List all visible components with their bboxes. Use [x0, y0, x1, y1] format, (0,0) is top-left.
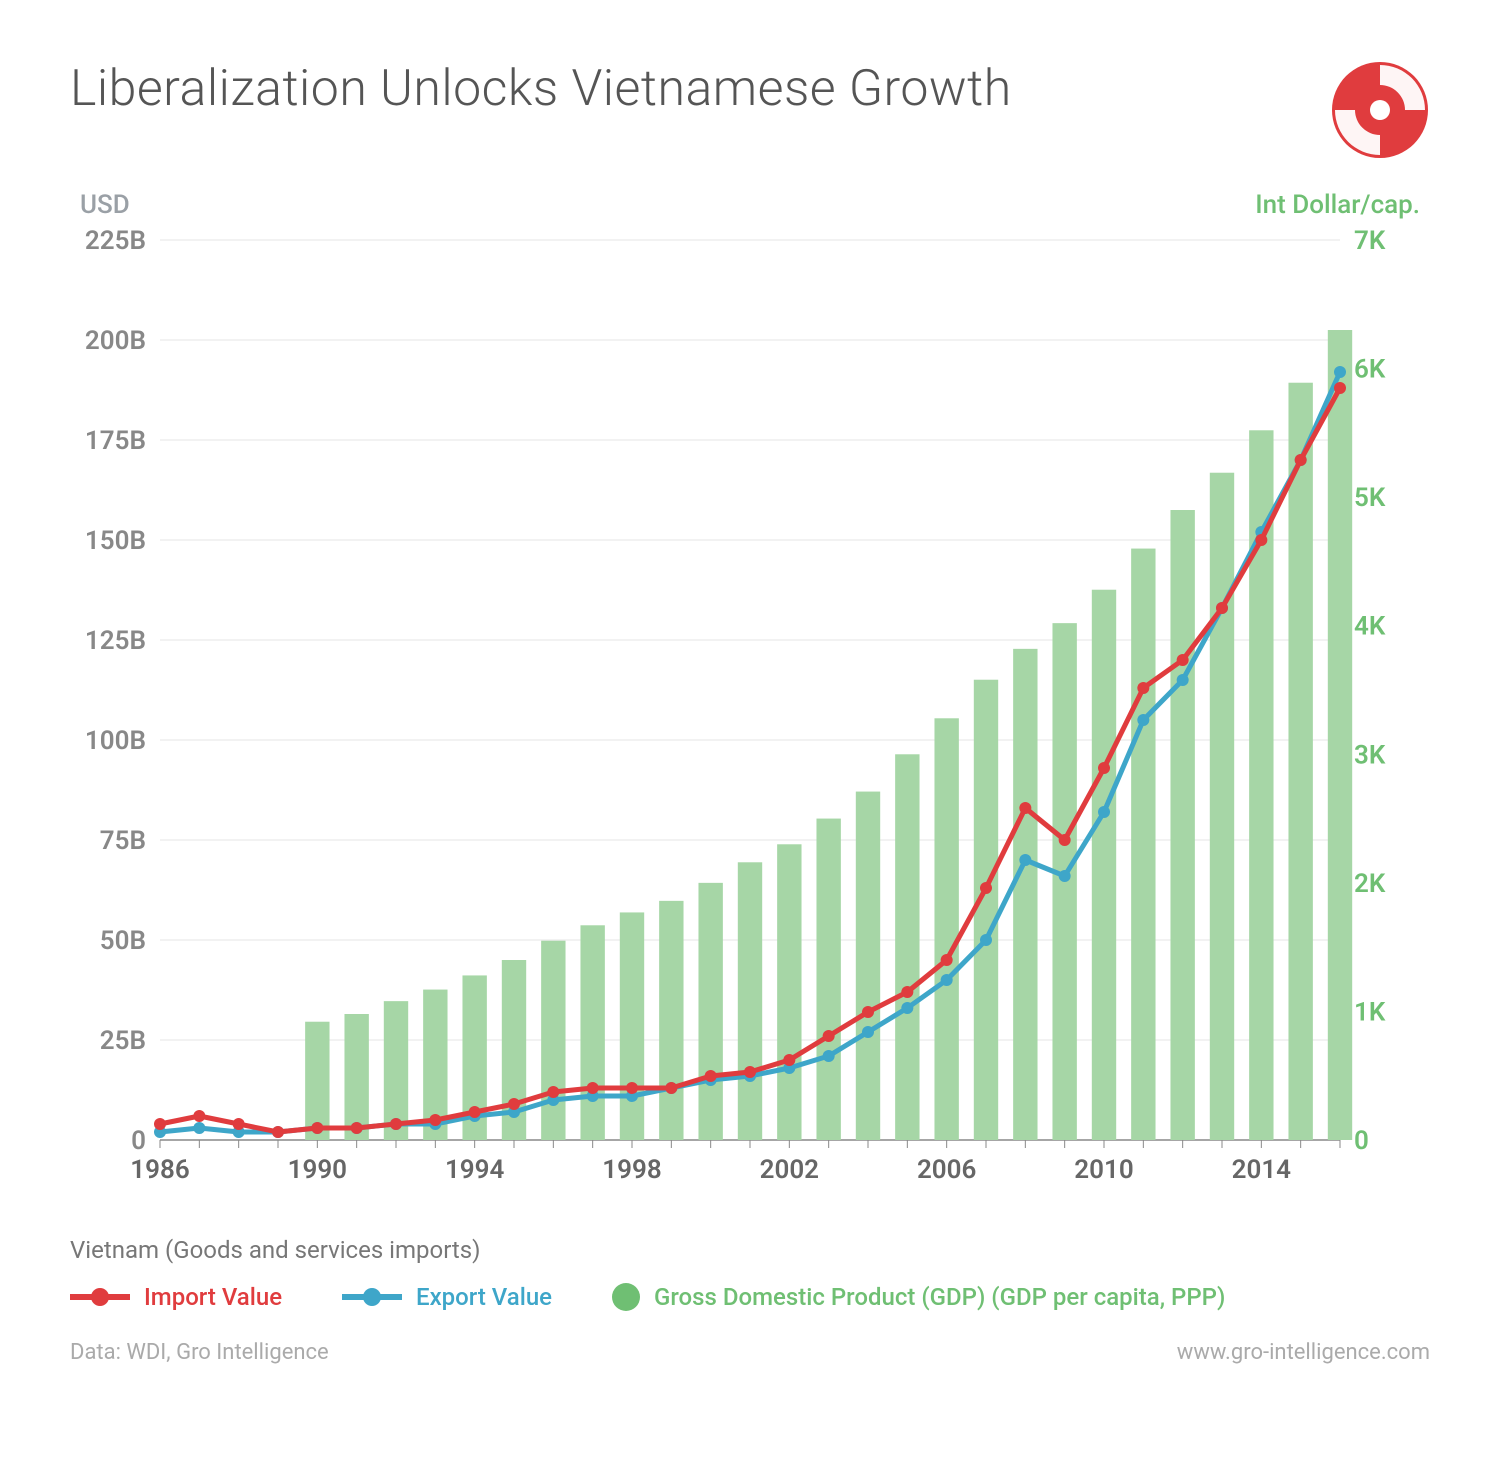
- svg-text:225B: 225B: [85, 230, 146, 256]
- header: Liberalization Unlocks Vietnamese Growth: [70, 60, 1430, 160]
- left-axis-unit: USD: [80, 190, 130, 220]
- legend-import-marker: [70, 1282, 130, 1312]
- legend-group-title: Vietnam (Goods and services imports): [70, 1236, 1430, 1264]
- chart-title: Liberalization Unlocks Vietnamese Growth: [70, 60, 1012, 118]
- legend-export: Export Value: [342, 1282, 552, 1312]
- svg-text:175B: 175B: [85, 426, 146, 456]
- svg-text:2K: 2K: [1354, 869, 1386, 899]
- plot-area: 0 25B 50B 75B 100B 125B 150B 175B 200B 225B 0 1K 2K 3…: [70, 230, 1430, 1190]
- axis-unit-labels: USD Int Dollar/cap.: [70, 190, 1430, 230]
- svg-text:1998: 1998: [602, 1155, 661, 1185]
- legend-gdp: Gross Domestic Product (GDP) (GDP per ca…: [612, 1283, 1225, 1311]
- chart-container: Liberalization Unlocks Vietnamese Growth…: [0, 0, 1500, 1458]
- legend-import: Import Value: [70, 1282, 282, 1312]
- svg-text:0: 0: [1354, 1126, 1369, 1156]
- legend-export-label: Export Value: [416, 1283, 552, 1311]
- gro-logo-icon: [1330, 60, 1430, 160]
- svg-text:75B: 75B: [100, 826, 146, 856]
- legend-import-label: Import Value: [144, 1283, 282, 1311]
- svg-text:4K: 4K: [1354, 612, 1386, 642]
- legend-export-marker: [342, 1282, 402, 1312]
- legend-gdp-marker: [612, 1283, 640, 1311]
- svg-text:5K: 5K: [1354, 483, 1386, 513]
- svg-text:150B: 150B: [85, 526, 146, 556]
- legend: Vietnam (Goods and services imports) Imp…: [70, 1236, 1430, 1312]
- svg-text:50B: 50B: [100, 926, 146, 956]
- legend-gdp-label: Gross Domestic Product (GDP) (GDP per ca…: [654, 1283, 1225, 1311]
- svg-text:1994: 1994: [445, 1155, 505, 1185]
- svg-text:6K: 6K: [1354, 355, 1386, 385]
- svg-text:2010: 2010: [1074, 1155, 1133, 1185]
- svg-text:1986: 1986: [130, 1155, 189, 1185]
- svg-text:0: 0: [131, 1126, 146, 1156]
- data-source: Data: WDI, Gro Intelligence: [70, 1340, 329, 1365]
- svg-text:1K: 1K: [1354, 997, 1386, 1027]
- site-link: www.gro-intelligence.com: [1177, 1340, 1430, 1365]
- chart-svg: 0 25B 50B 75B 100B 125B 150B 175B 200B 225B 0 1K 2K 3…: [70, 230, 1430, 1190]
- svg-text:2006: 2006: [917, 1155, 976, 1185]
- svg-text:2014: 2014: [1232, 1155, 1292, 1185]
- svg-text:25B: 25B: [100, 1026, 146, 1056]
- svg-text:2002: 2002: [760, 1155, 819, 1185]
- svg-text:7K: 7K: [1354, 230, 1386, 256]
- svg-text:3K: 3K: [1354, 740, 1386, 770]
- svg-text:125B: 125B: [85, 626, 146, 656]
- svg-text:1990: 1990: [288, 1155, 347, 1185]
- footer: Data: WDI, Gro Intelligence www.gro-inte…: [70, 1340, 1430, 1365]
- brand-logo: [1330, 60, 1430, 160]
- svg-text:100B: 100B: [85, 726, 146, 756]
- svg-text:200B: 200B: [85, 326, 146, 356]
- legend-row: Import Value Export Value Gross Domestic…: [70, 1282, 1430, 1312]
- right-axis-unit: Int Dollar/cap.: [1255, 190, 1420, 220]
